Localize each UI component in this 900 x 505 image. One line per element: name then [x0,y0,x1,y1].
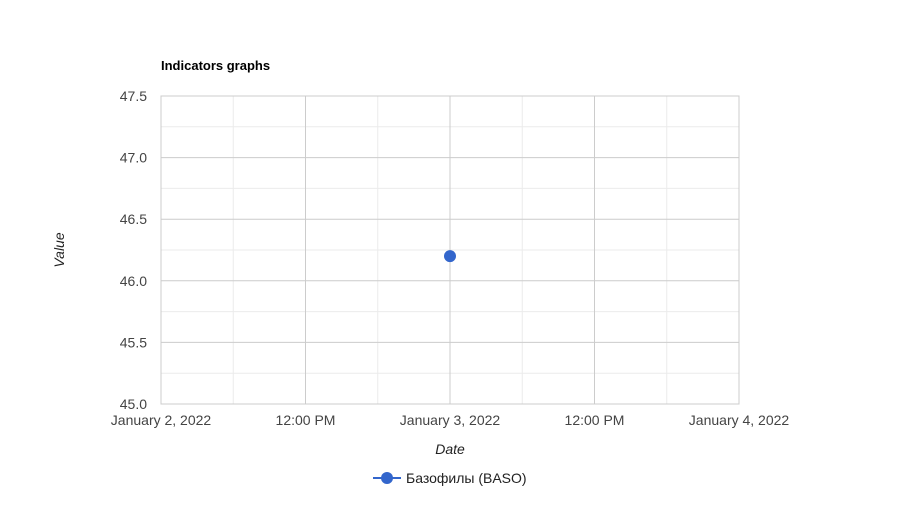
y-tick-label: 47.0 [120,150,147,166]
grid-layer [160,95,740,405]
y-tick-label: 47.5 [120,88,147,104]
y-tick-label: 46.5 [120,211,147,227]
legend[interactable]: Базофилы (BASO) [373,470,527,486]
x-axis-ticks: January 2, 2022 12:00 PM January 3, 2022 12… [111,412,790,428]
y-axis-ticks: 45.0 45.5 46.0 46.5 47.0 47.5 [120,88,147,412]
y-axis-label: Value [51,232,67,268]
x-tick-label: January 4, 2022 [689,412,790,428]
legend-marker-icon [381,472,393,484]
x-tick-label: 12:00 PM [276,412,336,428]
y-tick-label: 46.0 [120,273,147,289]
y-tick-label: 45.5 [120,334,147,350]
x-tick-label: January 3, 2022 [400,412,501,428]
x-tick-label: 12:00 PM [565,412,625,428]
y-tick-label: 45.0 [120,396,147,412]
legend-item-label: Базофилы (BASO) [406,470,527,486]
data-points [444,250,456,263]
x-tick-label: January 2, 2022 [111,412,212,428]
x-axis-label: Date [435,441,465,457]
chart-title: Indicators graphs [161,58,270,73]
data-point[interactable] [444,250,456,263]
plot-area-border [160,95,740,405]
